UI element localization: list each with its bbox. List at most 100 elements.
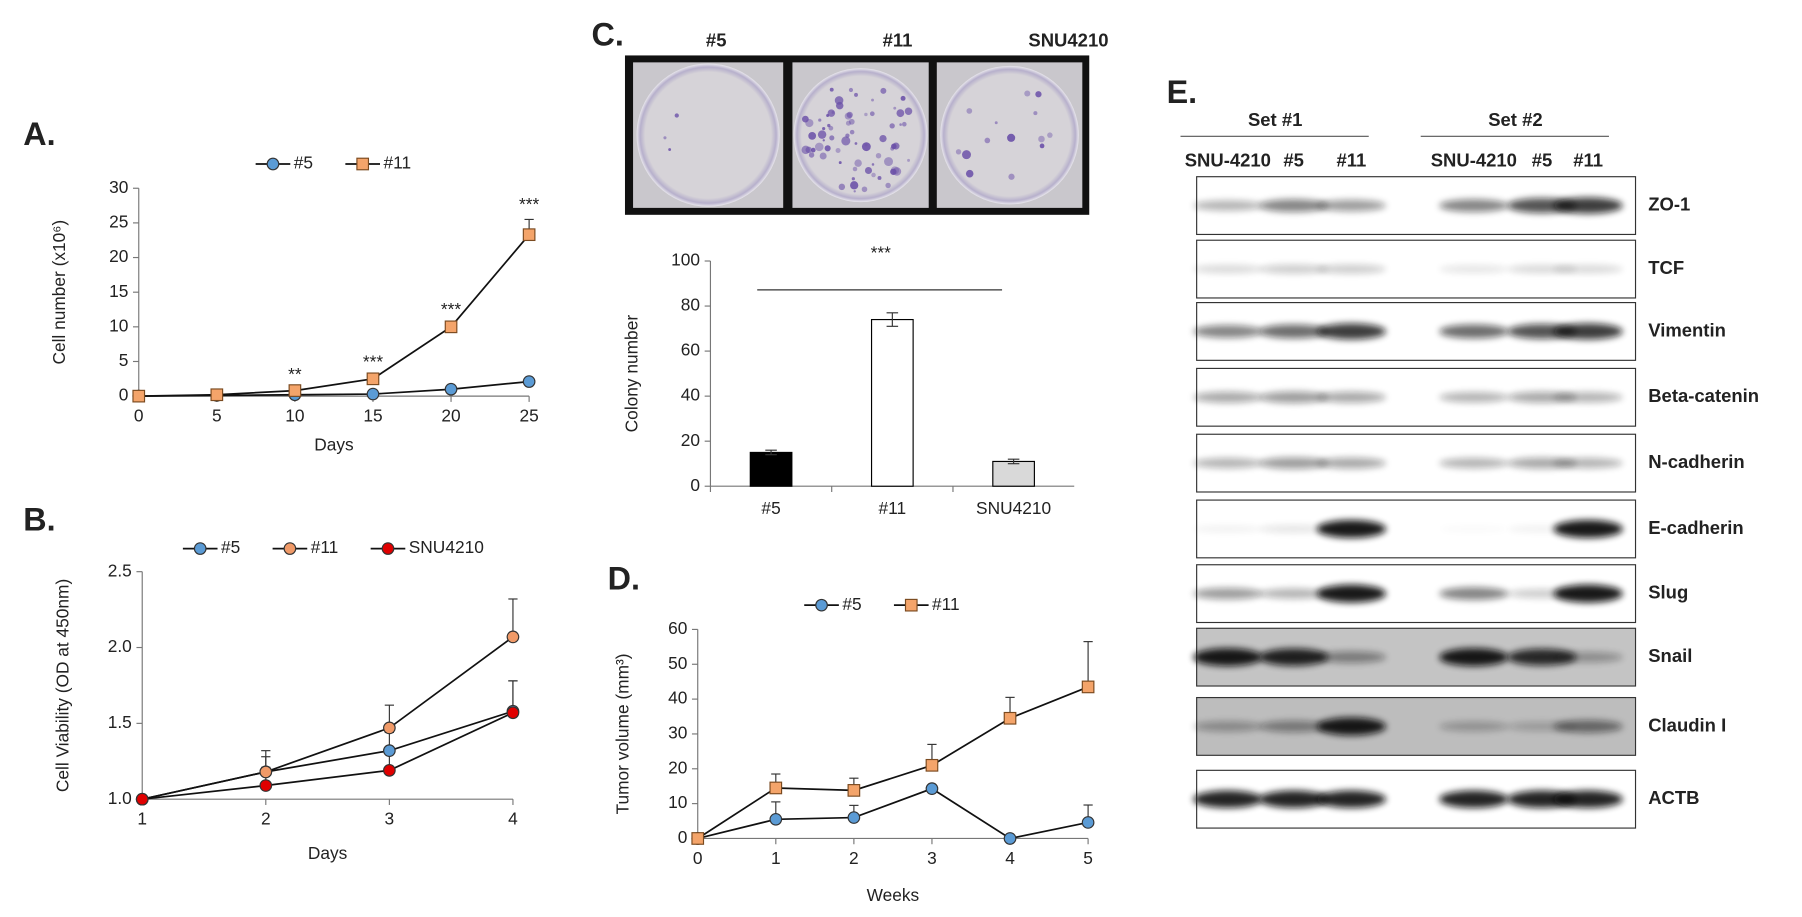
marker — [847, 811, 861, 824]
band — [1259, 457, 1329, 469]
colony — [808, 152, 815, 158]
colony — [864, 143, 868, 147]
band — [1259, 588, 1329, 599]
colony — [966, 108, 973, 114]
set-label: Set #1 — [1248, 109, 1302, 130]
colony — [829, 135, 835, 141]
chart-label: B. — [23, 502, 55, 538]
y-tick-label: 80 — [681, 295, 700, 315]
legend-label: SNU4210 — [409, 537, 484, 557]
band — [1553, 457, 1623, 469]
band — [1316, 790, 1387, 808]
x-tick-label: 2 — [849, 848, 859, 868]
colony — [864, 112, 868, 117]
lane-label: SNU-4210 — [1185, 150, 1271, 171]
band — [1259, 324, 1329, 339]
x-tick-label: 4 — [508, 809, 518, 829]
y-tick-label: 30 — [109, 177, 128, 197]
band — [1553, 720, 1623, 733]
y-tick-label: 5 — [119, 350, 129, 370]
lane-label: #5 — [1283, 150, 1304, 171]
colony — [896, 109, 905, 118]
legend-label: #5 — [842, 594, 861, 614]
set-label: Set #2 — [1488, 109, 1542, 130]
y-axis-label: Colony number — [622, 315, 642, 433]
y-tick-label: 0 — [678, 827, 688, 847]
colony — [871, 172, 876, 178]
legend-item: #5 — [804, 594, 862, 614]
legend-label: #5 — [294, 153, 313, 173]
band — [1193, 457, 1263, 469]
marker — [769, 781, 783, 795]
colony — [854, 92, 858, 97]
band — [1439, 525, 1508, 532]
marker — [1003, 711, 1017, 725]
band — [1507, 648, 1577, 666]
band — [1553, 790, 1623, 808]
band — [1193, 325, 1263, 338]
protein-label: ACTB — [1648, 787, 1699, 808]
y-tick-label: 20 — [681, 430, 700, 450]
colony — [853, 190, 856, 193]
series-line — [142, 711, 514, 801]
colony — [984, 137, 991, 144]
chart-label: A. — [23, 116, 55, 152]
series-line — [142, 710, 514, 801]
x-tick-label: 5 — [212, 406, 222, 426]
band — [1259, 790, 1329, 808]
colony — [850, 181, 859, 190]
panel-label: E. — [1167, 74, 1198, 110]
y-tick-label: 2.0 — [108, 636, 132, 656]
marker — [847, 784, 861, 797]
colony — [1035, 91, 1042, 98]
marker — [1081, 680, 1095, 694]
legend-item: #11 — [893, 594, 960, 614]
x-tick-label: 20 — [441, 406, 460, 426]
x-tick-label: 25 — [519, 406, 538, 426]
y-tick-label: 40 — [668, 688, 687, 708]
colony — [869, 111, 875, 117]
marker — [383, 721, 396, 735]
band — [1553, 323, 1623, 340]
x-tick-label: 3 — [927, 848, 937, 868]
band — [1316, 264, 1387, 274]
colony — [900, 95, 906, 101]
image-label: #11 — [883, 29, 913, 50]
band — [1553, 584, 1623, 603]
marker — [769, 812, 783, 826]
x-tick-label: 2 — [261, 809, 271, 829]
protein-label: TCF — [1648, 257, 1684, 278]
band — [1259, 264, 1329, 274]
marker — [259, 779, 273, 792]
marker — [1081, 816, 1095, 829]
x-axis-label: Days — [308, 843, 348, 863]
x-tick-label: 1 — [137, 809, 147, 829]
legend-label: #11 — [383, 153, 411, 173]
x-tick-label: 15 — [363, 406, 382, 426]
colony — [851, 177, 855, 181]
y-axis-label: Cell number (x10⁶) — [49, 220, 69, 365]
colony — [826, 114, 830, 117]
x-tick-label: 0 — [693, 848, 703, 868]
colony — [674, 113, 679, 118]
y-tick-label: 10 — [668, 792, 687, 812]
series-line — [138, 234, 530, 398]
marker — [381, 542, 395, 555]
band — [1316, 323, 1387, 340]
colony — [835, 147, 841, 154]
colony — [810, 147, 816, 153]
colony — [802, 115, 809, 123]
legend-item: #5 — [182, 537, 240, 557]
marker — [506, 630, 520, 644]
colony — [1039, 143, 1045, 149]
colony — [871, 163, 875, 166]
colony — [846, 111, 853, 118]
colonies — [663, 87, 1053, 193]
annotation: *** — [519, 194, 539, 214]
band — [1259, 648, 1329, 666]
y-tick-label: 0 — [690, 475, 700, 495]
colony — [849, 129, 855, 135]
lane-label: #11 — [1337, 150, 1367, 171]
band — [1193, 648, 1263, 667]
band — [1439, 199, 1509, 212]
